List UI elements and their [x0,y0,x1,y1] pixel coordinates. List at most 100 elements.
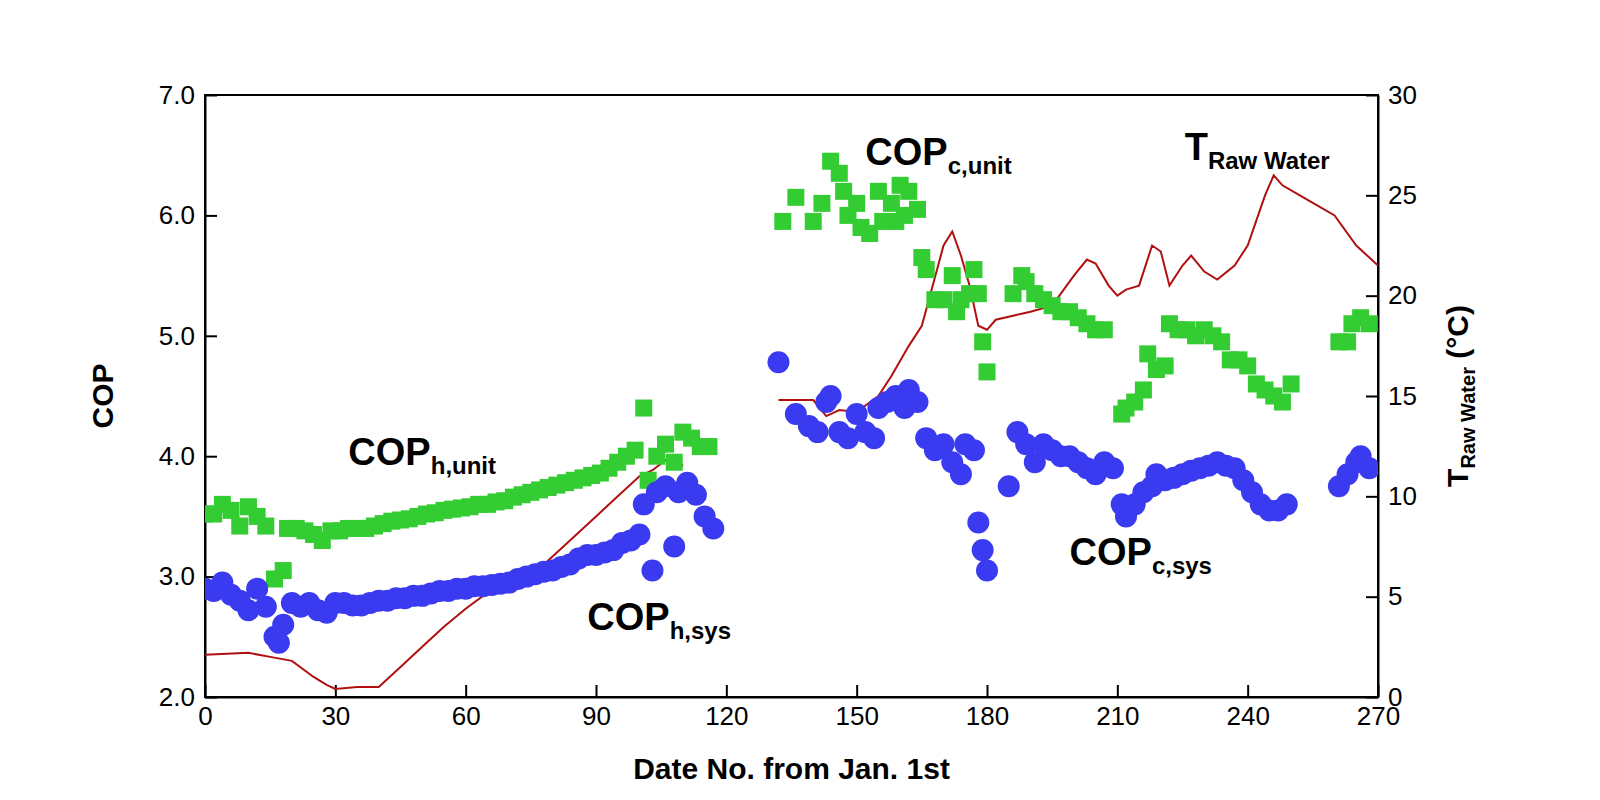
annotation: COPc,sys [1070,531,1212,579]
point [641,560,663,582]
tick-label: 30 [1388,80,1417,110]
tick: 210 [1096,685,1139,731]
point [700,438,717,455]
point [950,463,972,485]
tick-label: 6.0 [159,200,195,230]
tick: 4.0 [159,441,217,471]
point [805,213,822,230]
point [944,267,961,284]
point [685,484,707,506]
tick-mark [596,685,598,697]
point [848,195,865,212]
tick-mark [465,685,467,697]
tick-label: 120 [705,701,748,731]
tick: 10 [1366,481,1417,511]
point [900,183,917,200]
tick: 30 [321,685,350,731]
y2-title-suffix: (°C) [1441,305,1474,367]
tick-mark [1366,697,1378,699]
point [918,261,935,278]
point [1213,333,1230,350]
tick: 60 [452,685,481,731]
tick-mark [1366,95,1378,97]
tick: 0 [1366,682,1402,712]
tick: 180 [966,685,1009,731]
tick-label: 3.0 [159,561,195,591]
tick-label: 5.0 [159,321,195,351]
y2-axis-title: TRaw Water (°C) [1441,305,1479,487]
annotation-subscript: h,unit [431,452,496,479]
tick-label: 60 [452,701,481,731]
tick-label: 10 [1388,481,1417,511]
tick-label: 0 [198,701,212,731]
tick: 2.0 [159,682,217,712]
plot: 03060901201501802102402702.03.04.05.06.0… [159,80,1417,732]
y2-axis: 0 5 10 15 20 25 30 [1366,80,1417,712]
point [1102,457,1124,479]
annotation: COPc,unit [865,131,1011,179]
tick-label: 20 [1388,280,1417,310]
point [627,442,644,459]
y-axis-title: COP [86,363,119,428]
tick-label: 5 [1388,581,1402,611]
annotation: COPh,sys [587,596,731,644]
tick: 240 [1226,685,1269,731]
x-axis: 0306090120150180210240270 [198,685,1400,731]
point [257,518,274,535]
tick: 90 [582,685,611,731]
point [831,165,848,182]
tick: 7.0 [159,80,217,110]
tick-mark [205,697,217,699]
point [963,439,985,461]
data-area [205,153,1378,689]
point [972,539,994,561]
tick: 20 [1366,280,1417,310]
line [205,175,1378,689]
tick-mark [1366,295,1378,297]
axis-line [206,697,1379,699]
tick-mark [726,685,728,697]
point [998,475,1020,497]
tick: 15 [1366,381,1417,411]
annotation: COPh,unit [348,431,496,479]
point [223,502,240,519]
point [628,523,650,545]
annotation-text: COP [865,131,947,173]
point [1274,394,1291,411]
annotation-text: COP [587,596,669,638]
point [657,436,674,453]
tick-label: 30 [321,701,350,731]
tick-label: 150 [835,701,878,731]
tick-label: 0 [1388,682,1402,712]
point [272,614,294,636]
plot-frame [205,95,1378,697]
point [666,454,683,471]
chart: 03060901201501802102402702.03.04.05.06.0… [0,0,1600,800]
tick-mark [205,95,217,97]
tick: 120 [705,685,748,731]
y2-title-subscript: Raw Water [1457,367,1479,469]
tick-label: 90 [582,701,611,731]
point [807,421,829,443]
tick-mark [1366,195,1378,197]
point [1157,357,1174,374]
point [231,518,248,535]
tick-mark [856,685,858,697]
tick-label: 210 [1096,701,1139,731]
tick-mark [1247,685,1249,697]
tick-label: 25 [1388,180,1417,210]
tick-mark [1366,596,1378,598]
point [813,195,830,212]
annotation-subscript: c,sys [1152,552,1212,579]
point [970,285,987,302]
tick-mark [1117,685,1119,697]
tick-mark [1366,396,1378,398]
annotation-text: COP [1070,531,1152,573]
tick: 5.0 [159,321,217,351]
tick-mark [205,456,217,458]
y-axis: 2.0 3.0 4.0 5.0 6.0 7.0 [159,80,217,712]
axis-line [205,96,207,698]
point [1239,357,1256,374]
tick-label: 4.0 [159,441,195,471]
point [906,391,928,413]
